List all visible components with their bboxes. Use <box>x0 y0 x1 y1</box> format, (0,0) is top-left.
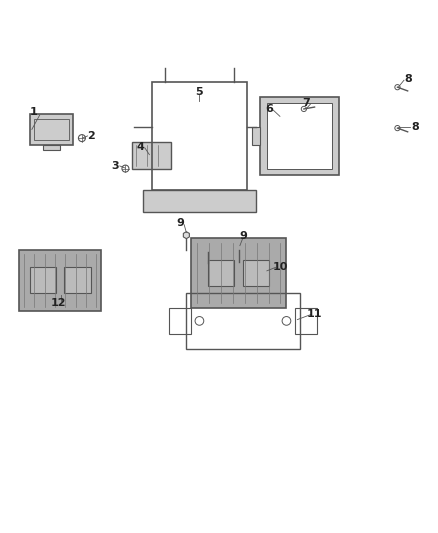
Bar <box>19 250 102 311</box>
Text: 6: 6 <box>265 104 273 114</box>
Polygon shape <box>236 244 242 251</box>
Text: 3: 3 <box>112 161 119 172</box>
Polygon shape <box>184 232 189 239</box>
Text: 7: 7 <box>302 98 310 108</box>
Circle shape <box>78 135 85 142</box>
Text: 1: 1 <box>30 107 38 117</box>
Text: 11: 11 <box>307 309 322 319</box>
Bar <box>143 190 256 212</box>
Text: 9: 9 <box>239 231 247 241</box>
Bar <box>243 260 269 286</box>
Bar <box>30 114 73 144</box>
Bar <box>43 144 60 150</box>
Circle shape <box>195 317 204 325</box>
Text: 4: 4 <box>137 142 145 152</box>
Bar <box>132 142 171 168</box>
Text: 12: 12 <box>50 298 66 309</box>
Bar <box>208 260 234 286</box>
Text: 5: 5 <box>196 87 203 98</box>
Polygon shape <box>205 245 211 252</box>
Bar <box>295 308 317 334</box>
Circle shape <box>282 317 291 325</box>
Bar <box>267 103 332 168</box>
Text: 2: 2 <box>87 131 95 141</box>
Text: 9: 9 <box>176 218 184 228</box>
Bar <box>260 97 339 175</box>
Text: 8: 8 <box>404 75 412 84</box>
Text: 10: 10 <box>272 262 288 271</box>
Circle shape <box>122 165 129 172</box>
Circle shape <box>395 125 400 131</box>
Circle shape <box>301 107 307 111</box>
Bar <box>34 118 69 140</box>
Bar <box>252 127 260 144</box>
Bar <box>191 238 286 308</box>
Bar <box>169 308 191 334</box>
Bar <box>64 268 91 294</box>
Bar <box>186 293 300 349</box>
Bar <box>30 268 56 294</box>
Circle shape <box>395 85 400 90</box>
Text: 8: 8 <box>411 122 419 132</box>
Bar <box>152 82 247 190</box>
